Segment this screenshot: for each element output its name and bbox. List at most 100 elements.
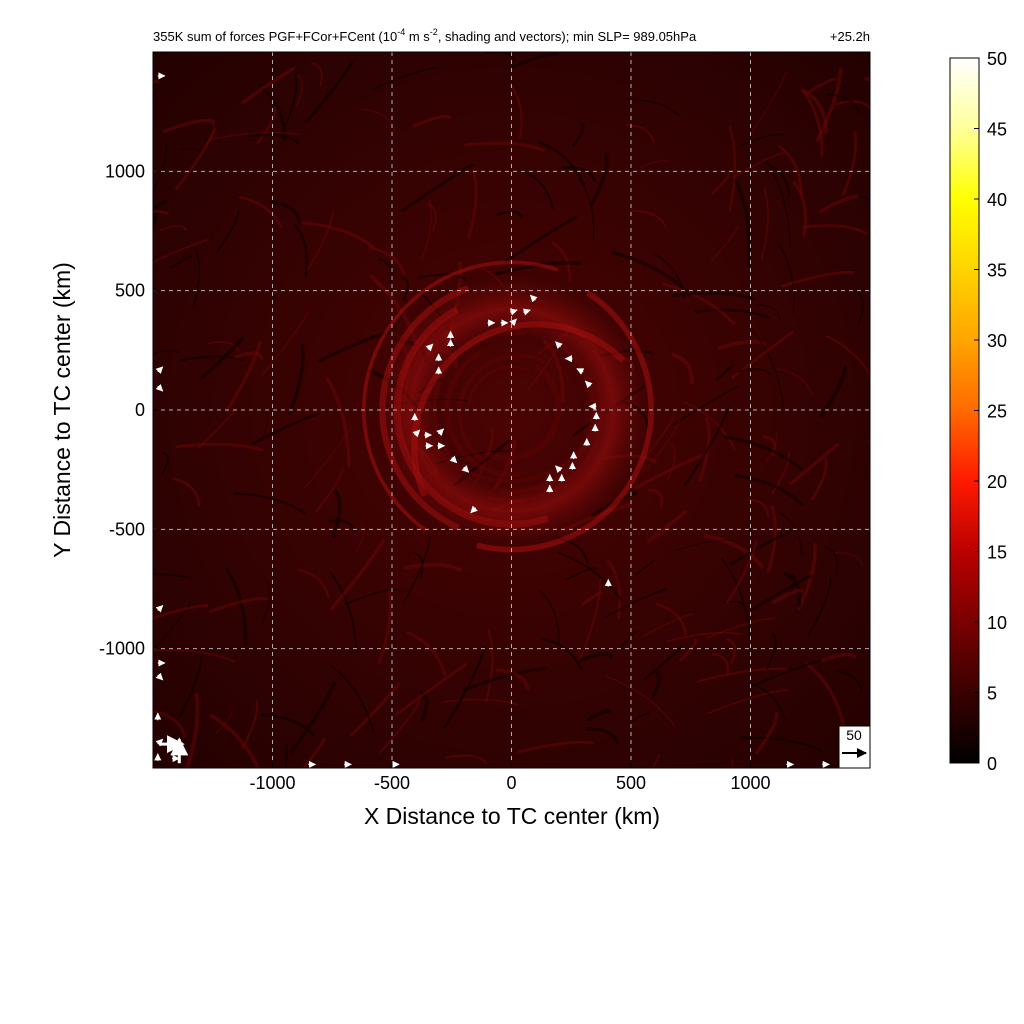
texture-streak — [540, 636, 583, 671]
colorbar-tick-label: 35 — [987, 261, 1007, 281]
texture-streak — [607, 560, 622, 620]
texture-streak — [711, 173, 730, 195]
texture-streak — [402, 536, 431, 604]
texture-streak — [153, 603, 209, 620]
force-vector-arrow — [425, 343, 434, 352]
texture-streak — [731, 758, 734, 768]
force-vector-arrow — [155, 605, 164, 613]
texture-streak — [672, 385, 739, 426]
texture-streak — [299, 220, 376, 249]
texture-streak — [578, 177, 595, 242]
texture-streak — [233, 492, 306, 515]
texture-streak — [159, 224, 187, 231]
force-vector-arrow — [412, 429, 421, 438]
texture-streak — [162, 118, 216, 133]
texture-streak — [589, 153, 609, 207]
texture-streak — [172, 477, 201, 507]
texture-streak — [772, 588, 804, 604]
texture-streak — [180, 355, 244, 362]
texture-streak — [355, 525, 365, 552]
texture-streak — [289, 681, 337, 754]
texture-streak — [153, 199, 168, 211]
x-axis: -1000 -500 0 500 1000 — [249, 763, 771, 793]
texture-streak — [153, 649, 236, 663]
title-exponent-1: -4 — [397, 27, 405, 37]
texture-streak — [241, 66, 295, 105]
texture-streak — [824, 546, 839, 577]
force-vector-arrow — [509, 308, 518, 316]
texture-streak — [327, 519, 356, 533]
y-axis-label: Y Distance to TC center (km) — [49, 262, 75, 558]
texture-streak — [192, 247, 201, 308]
texture-streak — [819, 194, 860, 213]
x-tick-label: 0 — [506, 773, 516, 793]
texture-streak — [578, 578, 602, 660]
texture-streak — [740, 736, 823, 753]
y-axis: -1000 -500 0 500 1000 — [99, 161, 158, 659]
texture-streak — [679, 638, 698, 662]
texture-streak — [238, 195, 283, 229]
texture-streak — [866, 439, 870, 470]
texture-streak — [205, 122, 216, 146]
texture-streak — [225, 340, 262, 412]
texture-streak — [672, 291, 756, 301]
texture-streak — [467, 169, 478, 239]
texture-streak — [640, 160, 670, 168]
texture-streak — [581, 591, 603, 606]
texture-streak — [349, 682, 401, 737]
texture-streak — [416, 273, 467, 281]
texture-streak — [293, 223, 309, 277]
texture-streak — [557, 551, 623, 602]
eyewall-ring-glow — [377, 275, 647, 545]
colorbar-tick-label: 45 — [987, 120, 1007, 140]
force-vector-arrow — [522, 308, 531, 316]
texture-streak — [161, 451, 170, 475]
texture-streak — [215, 709, 233, 735]
texture-streak — [394, 662, 468, 717]
texture-streak — [705, 617, 775, 640]
texture-streak — [495, 668, 530, 691]
texture-streak — [629, 712, 650, 724]
colorbar-tick-label: 0 — [987, 754, 997, 774]
texture-streak — [654, 254, 685, 298]
texture-streak — [723, 435, 803, 471]
texture-streak — [792, 180, 808, 237]
texture-streak — [330, 665, 375, 732]
texture-streak — [670, 352, 694, 385]
force-vector-arrow — [470, 505, 478, 514]
texture-streak — [209, 713, 260, 768]
texture-streak — [865, 105, 870, 110]
force-vectors — [154, 72, 830, 768]
texture-streak — [651, 753, 661, 768]
texture-streak — [807, 578, 832, 636]
texture-streak — [288, 343, 305, 415]
texture-streak — [635, 558, 656, 576]
texture-streak — [284, 744, 288, 768]
colorbar-tick-label: 20 — [987, 472, 1007, 492]
texture-streak — [694, 308, 770, 319]
texture-streak — [271, 200, 302, 225]
texture-streak — [647, 488, 664, 508]
texture-streak — [835, 670, 863, 693]
texture-streak — [766, 431, 778, 463]
texture-streak — [605, 675, 676, 727]
texture-streak — [752, 657, 832, 688]
texture-streak — [521, 169, 554, 210]
colorbar-tick-label: 50 — [987, 49, 1007, 69]
reference-vector-key: 50 — [838, 725, 871, 769]
force-vector-arrow — [555, 341, 563, 349]
texture-streak — [820, 652, 857, 663]
force-vector-arrow — [584, 380, 593, 389]
texture-streak — [412, 114, 452, 128]
texture-streak — [426, 202, 437, 232]
texture-streak — [311, 62, 323, 88]
texture-streak — [643, 613, 695, 637]
texture-streak — [179, 147, 205, 159]
texture-streak — [603, 588, 668, 619]
texture-streak — [306, 210, 334, 271]
y-tick-label: -500 — [109, 519, 145, 539]
texture-streak — [209, 596, 268, 614]
texture-streak — [751, 574, 813, 611]
texture-streak — [707, 688, 789, 714]
texture-streak — [765, 160, 791, 247]
